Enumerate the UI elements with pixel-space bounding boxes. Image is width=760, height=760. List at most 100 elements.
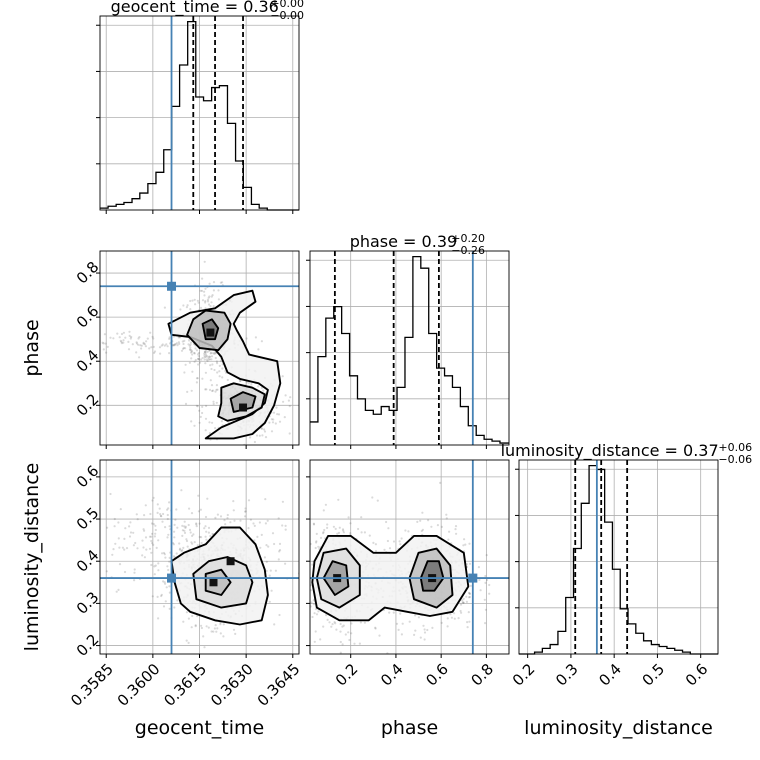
sample-point [123, 570, 127, 574]
sample-point [193, 360, 196, 363]
sample-point [317, 610, 320, 613]
sample-point [148, 535, 152, 538]
scatter-panel-geocent_time-luminosity_distance [96, 459, 305, 658]
sample-point [468, 592, 471, 595]
sample-point [114, 542, 117, 545]
sample-point [203, 290, 206, 293]
sample-point [263, 430, 267, 433]
sample-point [416, 520, 419, 524]
sample-point [133, 568, 136, 571]
sample-point [244, 510, 247, 513]
sample-point [168, 337, 171, 340]
sample-point [249, 518, 252, 521]
sample-point [189, 346, 192, 349]
sample-point [128, 334, 131, 337]
sample-point [195, 522, 198, 525]
sample-point [342, 531, 345, 534]
sample-point [450, 616, 453, 619]
sample-point [314, 608, 318, 611]
sample-point [213, 627, 216, 630]
sample-point [218, 375, 221, 378]
sample-point [184, 525, 187, 528]
sample-point [195, 525, 198, 528]
sample-point [116, 332, 119, 335]
sample-point [188, 528, 192, 532]
sample-point [178, 542, 181, 545]
sample-point [136, 342, 139, 345]
sample-point [194, 625, 197, 628]
sample-point [189, 308, 192, 311]
sample-point [312, 523, 316, 526]
sample-point [166, 536, 169, 539]
sample-point [214, 427, 217, 430]
sample-point [209, 352, 212, 355]
sample-point [187, 523, 190, 527]
x-axis-label: phase [381, 717, 438, 739]
sample-point [155, 546, 158, 550]
title-luminosity_distance: luminosity_distance = 0.37 +0.06−0.06 [501, 441, 753, 466]
sample-point [278, 550, 281, 553]
sample-point [184, 402, 188, 405]
sample-point [303, 591, 305, 593]
sample-point [484, 581, 487, 585]
sample-point [315, 532, 318, 536]
sample-point [190, 349, 193, 352]
sample-point [183, 339, 186, 342]
sample-point [453, 612, 456, 615]
y-tick-label: 0.6 [73, 302, 103, 332]
sample-point [484, 574, 487, 578]
sample-point [127, 348, 131, 351]
sample-point [191, 542, 194, 545]
sample-point [461, 601, 464, 604]
sample-point [207, 626, 210, 629]
title-minus: −0.00 [270, 9, 304, 22]
sample-point [308, 540, 310, 542]
sample-point [167, 568, 170, 572]
sample-point [201, 377, 204, 380]
y-tick-label: 0.2 [73, 630, 103, 660]
x-tick-label: 0.6 [422, 660, 452, 690]
sample-point [374, 549, 378, 553]
sample-point [344, 633, 347, 636]
sample-point [105, 351, 108, 354]
sample-point [360, 516, 363, 519]
y-axis-label: phase [21, 319, 43, 376]
sample-point [120, 340, 123, 343]
sample-point [257, 385, 260, 388]
sample-point [144, 504, 147, 507]
sample-point [436, 524, 439, 527]
sample-point [275, 406, 278, 409]
sample-point [453, 617, 456, 620]
sample-point [310, 601, 313, 604]
sample-point [103, 333, 106, 336]
sample-point [210, 367, 213, 371]
sample-point [250, 383, 253, 386]
sample-point [314, 546, 317, 550]
sample-point [404, 529, 407, 532]
sample-point [253, 524, 256, 528]
sample-point [204, 301, 207, 304]
sample-point [189, 531, 192, 534]
sample-point [281, 375, 284, 378]
sample-point [151, 532, 154, 535]
sample-point [273, 542, 276, 546]
sample-point [194, 303, 197, 306]
sample-point [284, 562, 287, 565]
sample-point [151, 595, 154, 598]
sample-point [419, 519, 422, 522]
sample-point [212, 400, 215, 403]
sample-point [191, 370, 194, 373]
sample-point [201, 277, 204, 280]
sample-point [214, 624, 217, 627]
sample-point [244, 510, 247, 513]
sample-point [313, 612, 316, 615]
sample-point [403, 683, 405, 685]
sample-point [204, 300, 207, 303]
sample-point [209, 355, 212, 358]
sample-point [277, 558, 280, 561]
sample-point [271, 421, 275, 424]
sample-point [423, 631, 427, 634]
sample-point [174, 343, 177, 346]
sample-point [265, 544, 268, 547]
